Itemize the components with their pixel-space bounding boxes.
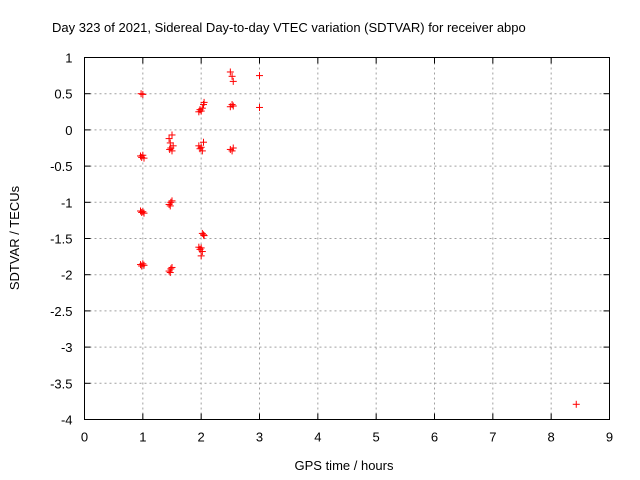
x-tick-label: 5 [373,430,380,445]
y-tick-label: 1 [65,51,72,66]
y-tick-label: -0.5 [50,159,72,174]
data-point [166,202,174,210]
y-tick-label: -3 [61,340,73,355]
data-point [168,197,176,205]
data-point [226,145,234,153]
chart-title: Day 323 of 2021, Sidereal Day-to-day VTE… [52,20,526,35]
y-tick-label: -2 [61,268,73,283]
y-tick-label: -4 [61,413,73,428]
data-point [200,231,207,239]
data-point [229,102,237,110]
x-tick-label: 6 [431,430,438,445]
y-tick-label: 0.5 [54,87,72,102]
data-point [256,103,263,111]
y-axis-label: SDTVAR / TECUs [7,185,22,290]
data-point [167,198,175,206]
data-point [139,90,147,98]
data-point [572,400,580,408]
x-tick-label: 0 [81,430,88,445]
data-point [140,154,148,162]
data-point [169,142,177,150]
y-tick-label: -3.5 [50,376,72,391]
data-point [139,260,147,268]
plot-frame [84,57,610,420]
data-point [140,261,148,269]
data-point [166,269,174,277]
data-point [139,151,147,159]
data-point [137,90,145,98]
data-point [168,131,176,139]
x-tick-label: 9 [606,430,613,445]
data-points [137,68,580,408]
data-point [200,232,208,240]
data-point [198,104,206,112]
y-tick-label: -2.5 [50,304,72,319]
data-point [140,209,148,217]
y-tick-label: -1 [61,195,73,210]
x-axis-label: GPS time / hours [295,458,394,473]
data-point [197,252,205,260]
data-point [228,101,236,109]
data-point [139,208,147,216]
x-tick-label: 3 [256,430,263,445]
data-point [166,139,174,147]
x-tick-label: 7 [489,430,496,445]
y-tick-label: 0 [65,123,72,138]
data-point [228,147,236,155]
x-tick-label: 8 [548,430,555,445]
data-point [200,138,207,146]
data-point [256,72,263,80]
x-tick-label: 1 [139,430,146,445]
data-point [200,98,208,106]
data-point [226,68,234,76]
data-point [229,144,237,152]
data-point [197,143,205,151]
data-point [197,244,205,252]
y-tick-label: -1.5 [50,232,72,247]
data-point [165,135,173,143]
x-tick-label: 2 [198,430,205,445]
data-point [198,248,206,256]
data-point [229,77,237,85]
x-tick-label: 4 [314,430,321,445]
data-point [168,263,176,271]
grid-layer [84,57,610,420]
x-axis: 0 1 2 3 4 5 6 7 8 9 [81,57,613,445]
data-point [228,72,236,80]
data-point [168,147,176,155]
data-point [167,265,175,273]
data-point [197,107,205,115]
y-axis: 1 0.5 0 -0.5 -1 -1.5 -2 -2.5 -3 -3.5 -4 [50,51,610,428]
data-point [198,147,206,155]
